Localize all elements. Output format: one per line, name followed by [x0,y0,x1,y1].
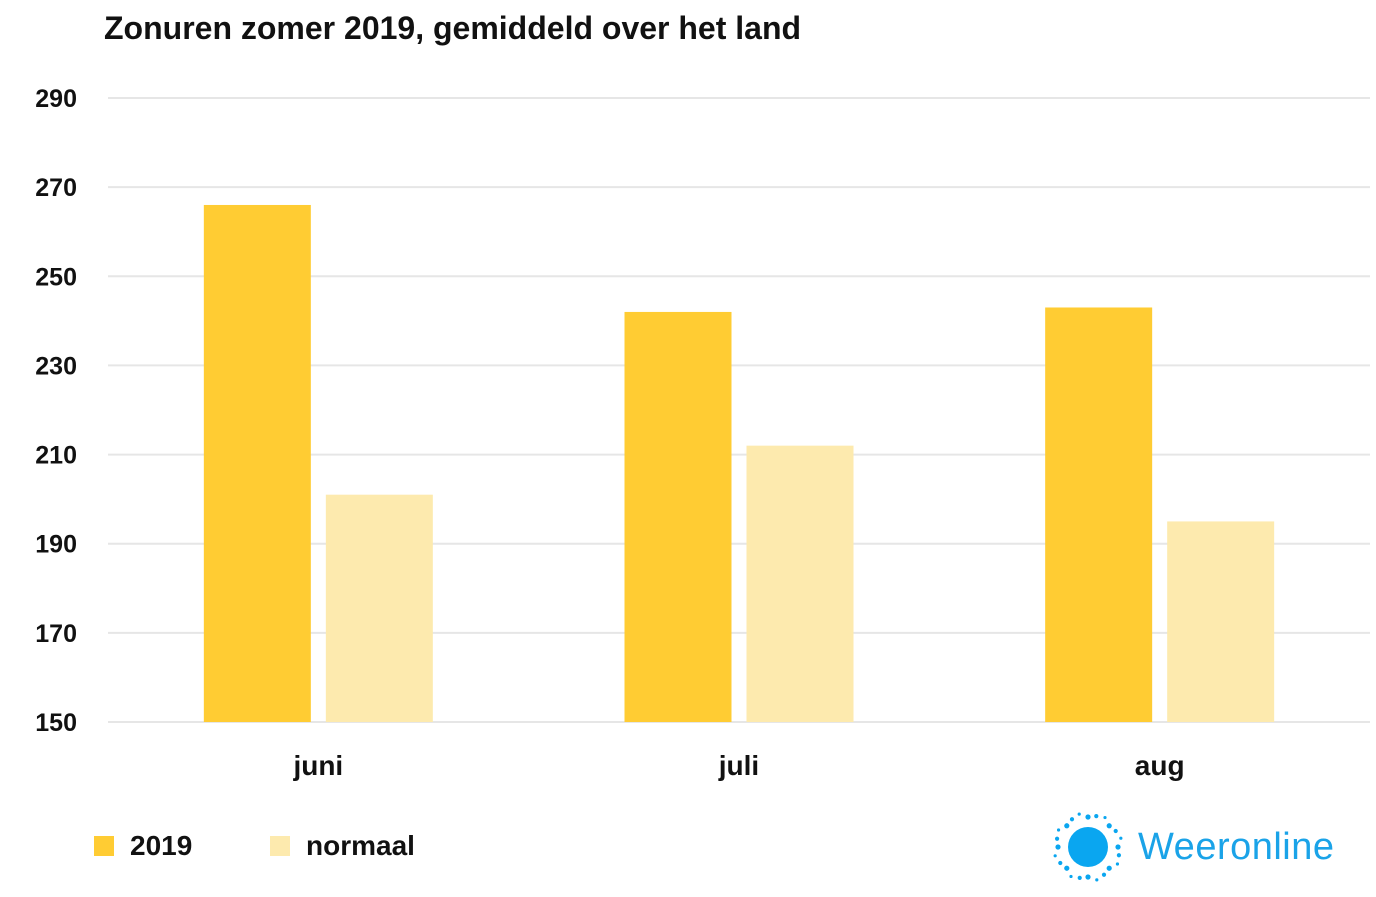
sun-ray-dot [1064,823,1070,829]
y-tick-label: 290 [35,85,77,113]
sun-ray-dot [1103,815,1107,820]
sun-ray-dot [1069,874,1073,879]
sun-icon [1053,812,1123,882]
sun-ray-dot [1115,844,1121,850]
sun-ray-dot [1094,813,1099,819]
legend-item-normaal: normaal [270,830,415,862]
bar-chart: 150 170 190 210 230 250 270 290 juni juli aug [35,85,1370,781]
sun-ray-dot [1056,828,1061,832]
bars [203,204,1275,722]
y-tick-label: 230 [35,352,77,380]
y-tick-label: 190 [35,531,77,559]
weeronline-logo: Weeronline [1048,808,1335,886]
sun-ray-dot [1095,878,1099,882]
sun-ray-dot [1069,817,1075,822]
sun-ray-dot [1116,853,1122,858]
legend-swatch-normaal [270,836,290,856]
y-tick-label: 210 [35,442,77,470]
sun-ray-dot [1115,862,1120,866]
legend-item-2019: 2019 [94,830,192,862]
bar-juli-2019 [624,311,732,722]
legend-label-2019: 2019 [130,830,193,861]
bar-juli-normaal [746,445,854,722]
gridlines [108,97,1370,723]
bar-juni-normaal [325,494,433,722]
sun-ray-dot [1085,814,1091,820]
bar-aug-normaal [1167,521,1275,722]
sun-ray-dot [1085,874,1091,880]
sun-ray-dot [1101,872,1107,877]
brand-name: Weeronline [1138,825,1335,868]
x-tick-label-juni: juni [292,750,343,781]
y-tick-label: 170 [35,620,77,648]
x-tick-label-aug: aug [1135,750,1185,781]
sun-ray-dot [1119,836,1123,840]
chart-title: Zonuren zomer 2019, gemiddeld over het l… [104,10,802,46]
x-tick-label-juli: juli [718,750,759,781]
sun-ray-dot [1077,875,1082,881]
sun-ray-dot [1055,844,1061,850]
sun-ray-dot [1106,823,1112,829]
sun-ray-dot [1106,865,1112,871]
sun-ray-dot [1064,865,1070,871]
y-tick-label: 150 [35,709,77,737]
sun-ray-dot [1058,860,1063,866]
y-tick-label: 270 [35,174,77,202]
sun-ray-dot [1113,828,1118,834]
legend-label-normaal: normaal [306,830,415,861]
sun-ray-dot [1054,836,1060,841]
bar-juni-2019 [203,204,311,722]
sun-ray-dot [1077,812,1081,816]
legend-swatch-2019 [94,836,114,856]
bar-aug-2019 [1045,307,1153,722]
sun-ray-dot [1053,854,1057,858]
axis-labels: 150 170 190 210 230 250 270 290 juni juli aug [35,85,1184,781]
y-tick-label: 250 [35,263,77,291]
